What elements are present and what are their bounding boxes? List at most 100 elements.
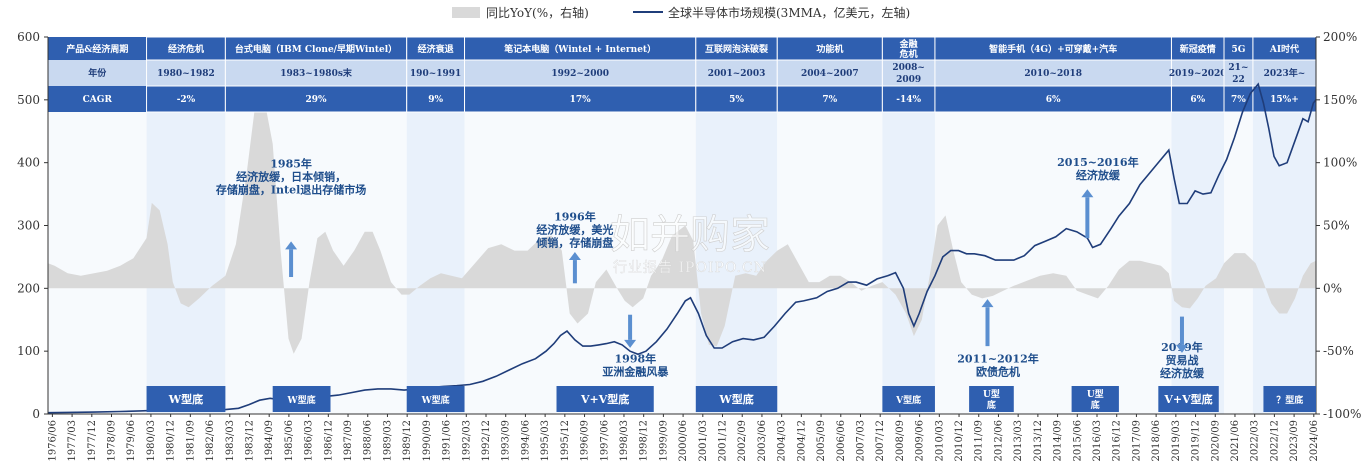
period-cagr: 9% — [428, 95, 443, 105]
x-tick-label: 2006/06 — [836, 420, 847, 462]
x-tick-label: 1976/06 — [47, 420, 58, 462]
annotation-text-line: 1996年 — [554, 209, 596, 223]
badge-label: W型底 — [168, 392, 203, 406]
x-tick-label: 1982/06 — [205, 420, 216, 462]
badge-label-line: 底 — [1091, 399, 1100, 411]
annotation-text-line: 1998年 — [615, 351, 657, 365]
x-tick-label: 1985/06 — [284, 420, 295, 462]
badge-box — [146, 386, 226, 412]
annotation-text-line: 倾销，存储崩盘 — [535, 235, 613, 249]
x-tick-label: 2022/03 — [1250, 420, 1261, 462]
annotation-text-line: 贸易战 — [1165, 353, 1198, 367]
legend: 同比YoY(%，右轴) 全球半导体市场规模(3MMA，亿美元，左轴) — [452, 5, 910, 20]
annotation-text: 1996年经济放缓，美光倾销，存储崩盘 — [535, 209, 613, 249]
badge-box — [1263, 386, 1316, 412]
legend-swatch-yoy — [452, 7, 480, 18]
period-name-line: 经济危机 — [168, 43, 204, 55]
x-tick-label: 2010/03 — [934, 420, 945, 462]
period-years-line: 1983~1980s末 — [280, 67, 353, 79]
annotation-text-line: 欧债危机 — [976, 364, 1020, 378]
annotation-arrow-head — [568, 252, 581, 261]
x-tick-label: 2024/06 — [1309, 420, 1320, 462]
annotation-text-line: 存储崩盘，Intel退出存储市场 — [216, 183, 366, 197]
x-tick-label: 2010/12 — [954, 420, 965, 462]
period-name: 经济危机 — [168, 43, 204, 55]
header-cell-years — [881, 59, 936, 87]
period-years: 1992~2000 — [551, 69, 609, 79]
badge-label-line: V+V型底 — [580, 392, 629, 406]
period-name-line: 互联网泡沫破裂 — [705, 43, 768, 55]
annotation-text-line: 经济放缓，美光 — [536, 222, 613, 236]
header-cell-cagr — [464, 85, 697, 113]
period-years-line: 2001~2003 — [708, 69, 766, 79]
badge-label-line: W型底 — [168, 392, 203, 406]
badge-label: W型底 — [718, 392, 753, 406]
market-size-line-layer — [47, 82, 1317, 414]
badge-label: ？型底 — [1276, 394, 1303, 406]
x-tick-label: 1984/09 — [264, 420, 275, 462]
left-tick-label: 200 — [17, 281, 40, 295]
period-years-line: 21~ — [1228, 63, 1248, 73]
period-name-line: 经济衰退 — [418, 43, 454, 55]
period-years: 1983~1980s末 — [280, 67, 353, 79]
right-tick-label: 200% — [1323, 30, 1357, 44]
period-name: 新冠疫情 — [1180, 43, 1216, 55]
x-tick-label: 1997/06 — [599, 420, 610, 462]
period-name: 智能手机（4G）+可穿戴+汽车 — [989, 43, 1117, 55]
annotation-arrow-head — [1081, 189, 1094, 198]
period-years: 2023年~ — [1264, 67, 1306, 79]
legend-label-line: 全球半导体市场规模(3MMA，亿美元，左轴) — [668, 5, 910, 20]
x-tick-label: 2013/03 — [1013, 420, 1024, 462]
period-years: 2008~ 2009 — [892, 63, 925, 85]
badge-box — [969, 386, 1014, 412]
annotation-text-line: 经济放缓，日本倾销， — [236, 170, 346, 184]
annotation-text: 1985年经济放缓，日本倾销，存储崩盘，Intel退出存储市场 — [216, 157, 366, 197]
yoy-area-layer — [48, 102, 1316, 354]
period-name: AI时代 — [1269, 43, 1299, 55]
period-cagr: 6% — [1190, 95, 1205, 105]
header-cell-years — [1223, 59, 1254, 87]
period-name: 经济衰退 — [418, 43, 454, 55]
x-tick-label: 1992/03 — [461, 420, 472, 462]
x-tick-label: 1983/03 — [225, 420, 236, 462]
x-tick-label: 2019/12 — [1191, 420, 1202, 462]
x-tick-label: 1990/09 — [422, 420, 433, 462]
header-row3-label-cell — [48, 86, 147, 112]
axes: 0 100 200 300 400 500 600 -100% -50% 0% 50% 100% 150… — [17, 30, 1361, 462]
period-name-line: 功能机 — [816, 43, 843, 55]
watermark-main: 如并购家 — [610, 212, 770, 258]
x-tick-label: 1986/12 — [323, 420, 334, 462]
x-tick-label: 1979/06 — [126, 420, 137, 462]
period-cagr: 7% — [1231, 95, 1246, 105]
left-tick-label: 400 — [17, 156, 40, 170]
x-tick-label: 2014/09 — [1053, 420, 1064, 462]
header-cell-years — [934, 59, 1172, 87]
left-tick-label: 300 — [17, 219, 40, 233]
period-name: 金融危机 — [899, 38, 918, 60]
badge-label-line: V型底 — [895, 394, 921, 406]
x-tick-label: 1994/06 — [520, 420, 531, 462]
badge-label: V型底 — [895, 394, 921, 406]
badge-label-line: W型底 — [287, 394, 316, 406]
left-tick-label: 100 — [17, 344, 40, 358]
right-tick-label: -50% — [1323, 344, 1354, 358]
annotations: 1985年经济放缓，日本倾销，存储崩盘，Intel退出存储市场1996年经济放缓… — [216, 155, 1205, 380]
badge-label: W型底 — [287, 394, 316, 406]
badge-box — [556, 386, 654, 412]
x-tick-label: 1980/12 — [166, 420, 177, 462]
x-tick-label: 2008/09 — [895, 420, 906, 462]
period-cagr: 5% — [729, 95, 744, 105]
annotation-text-line: 2015~2016年 — [1057, 155, 1138, 169]
header-cell-cagr — [224, 85, 408, 113]
annotation-text-line: 经济放缓 — [1160, 366, 1205, 380]
x-tick-label: 1989/12 — [402, 420, 413, 462]
right-tick-label: 50% — [1323, 219, 1350, 233]
market-size-line — [47, 82, 1317, 414]
badge-label-line: V+V型底 — [1163, 392, 1212, 406]
period-name: 5G — [1231, 45, 1245, 55]
period-name: 功能机 — [816, 43, 843, 55]
period-name: 笔记本电脑（Wintel + Internet） — [504, 43, 656, 55]
x-tick-label: 1992/12 — [481, 420, 492, 462]
